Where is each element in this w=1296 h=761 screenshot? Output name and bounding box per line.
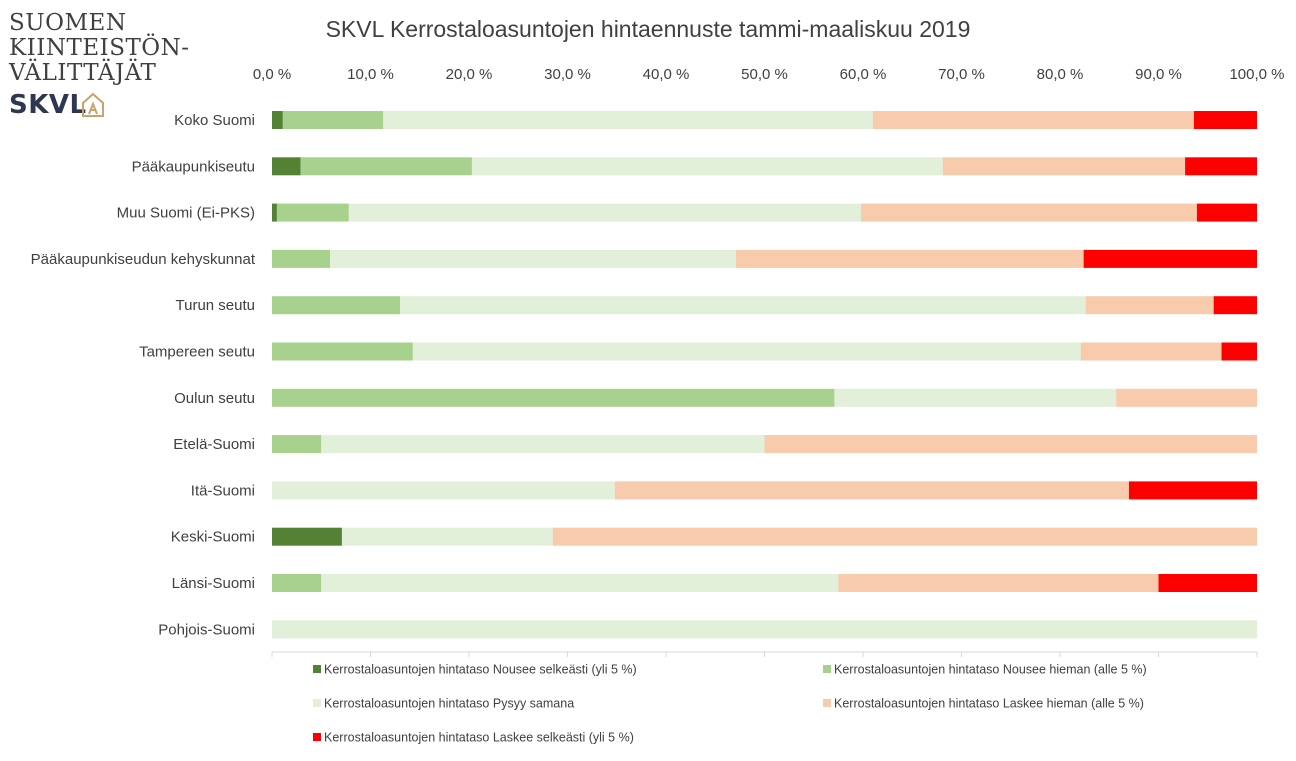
category-label: Etelä-Suomi [173,436,255,453]
bar-segment [1083,249,1257,268]
bar-segment [276,203,349,222]
bar-segment [272,527,342,546]
bar-segment [1196,203,1257,222]
bar-segment [400,296,1086,315]
legend-swatch [823,699,831,707]
category-label: Turun seutu [176,297,256,314]
x-tick-label: 60,0 % [840,66,887,83]
x-tick-label: 10,0 % [347,66,394,83]
bar-segment [1213,296,1257,315]
legend-label: Kerrostaloasuntojen hintataso Pysyy sama… [324,697,574,711]
bar-segment [272,388,835,407]
bar-segment [412,342,1081,361]
bar-segment [834,388,1117,407]
bar-segment [1185,157,1257,176]
bar-segment [764,435,1257,454]
category-label: Keski-Suomi [171,529,255,546]
chart-title: SKVL Kerrostaloasuntojen hintaennuste ta… [325,16,971,42]
bar-segment [735,249,1084,268]
bar-segment [1116,388,1257,407]
bar-segment [1158,574,1257,592]
legend-label: Kerrostaloasuntojen hintataso Nousee hie… [834,663,1147,677]
bar-segment [272,157,301,176]
bar-segment [348,203,862,222]
bar-segment [614,481,1129,500]
x-tick-label: 80,0 % [1037,66,1084,83]
x-tick-label: 20,0 % [446,66,493,83]
category-label: Pääkaupunkiseudun kehyskunnat [31,251,256,268]
bar-segment [1221,342,1257,361]
x-tick-label: 90,0 % [1135,66,1182,83]
x-tick-label: 30,0 % [544,66,591,83]
category-label: Koko Suomi [174,112,255,129]
category-label: Oulun seutu [174,390,255,407]
bar-segment [1080,342,1222,361]
category-label: Itä-Suomi [191,482,255,499]
bar-segment [272,203,277,222]
bar-segment [272,249,331,268]
bar-segment [272,111,283,129]
bar-segment [272,296,401,315]
legend-label: Kerrostaloasuntojen hintataso Nousee sel… [324,663,637,677]
legend-swatch [313,665,321,673]
bar-segment [272,574,322,592]
x-tick-label: 100,0 % [1229,66,1284,83]
bar-segment [552,527,1257,546]
legend-label: Kerrostaloasuntojen hintataso Laskee sel… [324,731,634,745]
bar-segment [272,620,1257,639]
x-tick-label: 70,0 % [938,66,985,83]
x-tick-label: 40,0 % [643,66,690,83]
bar-segment [942,157,1186,176]
bar-segment [383,111,873,129]
x-tick-label: 0,0 % [253,66,291,83]
skvl-logo: SUOMEN KIINTEISTÖN- VÄLITTÄJÄT SKVL [9,10,189,122]
bar-segment [838,574,1159,592]
legend-swatch [823,665,831,673]
category-label: Pääkaupunkiseutu [132,158,255,175]
category-label: Muu Suomi (Ei-PKS) [117,205,255,222]
bar-segment [282,111,384,129]
bar-segment [1085,296,1214,315]
legend-swatch [313,733,321,741]
bar-segment [330,249,736,268]
bar-segment [300,157,472,176]
bar-segment [272,481,615,500]
logo-line-kiinteiston: KIINTEISTÖN- [9,35,190,61]
legend-swatch [313,699,321,707]
bar-segment [872,111,1194,129]
category-label: Tampereen seutu [139,344,255,361]
logo-brand-text: SKVL [9,90,87,120]
bar-segment [1193,111,1257,129]
bar-segment [321,435,765,454]
bar-segment [321,574,839,592]
bar-segment [341,527,553,546]
bar-segment [272,435,322,454]
logo-line-valittajat: VÄLITTÄJÄT [9,60,157,86]
category-label: Länsi-Suomi [172,575,255,592]
bar-segment [861,203,1197,222]
category-label: Pohjois-Suomi [158,621,255,638]
legend-label: Kerrostaloasuntojen hintataso Laskee hie… [834,697,1144,711]
x-tick-label: 50,0 % [741,66,788,83]
logo-line-suomen: SUOMEN [9,10,127,36]
house-icon [82,92,104,117]
bar-segment [471,157,943,176]
bar-segment [272,342,413,361]
bar-segment [1128,481,1257,500]
